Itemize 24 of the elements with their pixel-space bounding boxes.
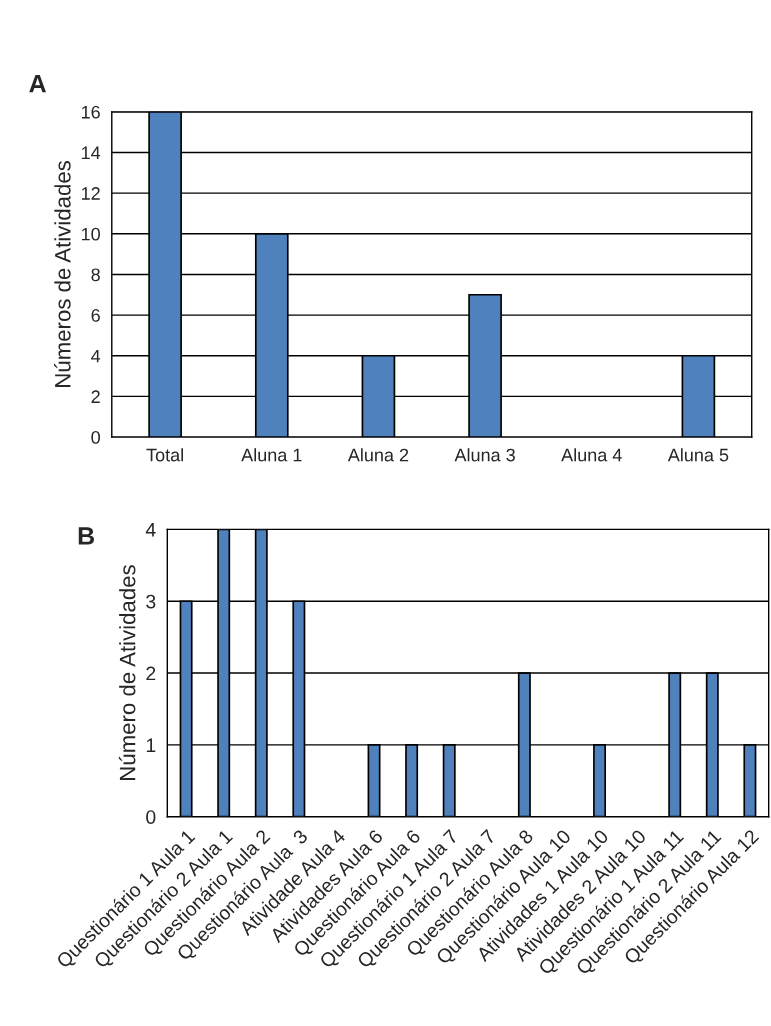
y-axis-title: Números de Atividades [54, 160, 71, 387]
x-tick-label: Aluna 3 [454, 448, 515, 462]
y-tick-label: 6 [91, 309, 100, 322]
y-tick-label: 1 [146, 738, 156, 752]
y-tick-label: 10 [81, 227, 100, 241]
y-tick-label: 0 [91, 431, 100, 444]
y-tick-label: 16 [81, 105, 100, 119]
y-tick-label: 12 [81, 187, 100, 200]
y-tick-label: 4 [91, 349, 101, 363]
y-tick-label: 3 [146, 594, 156, 609]
x-tick-label: Aluna 2 [347, 448, 409, 462]
x-tick-label: Aluna 5 [667, 448, 729, 462]
y-tick-label: 4 [145, 523, 156, 537]
y-tick-label: 0 [146, 810, 156, 824]
y-tick-label: 8 [91, 268, 100, 282]
x-tick-label: Total [146, 448, 183, 462]
y-axis-title: Número de Atividades [118, 565, 136, 780]
x-tick-label: Aluna 1 [241, 448, 302, 462]
chart-title: A [29, 75, 46, 93]
chart-title: B [78, 527, 95, 545]
y-tick-label: 2 [146, 666, 156, 681]
y-tick-label: 2 [91, 390, 100, 403]
y-tick-label: 14 [81, 146, 101, 160]
x-tick-label: Aluna 4 [561, 448, 622, 462]
